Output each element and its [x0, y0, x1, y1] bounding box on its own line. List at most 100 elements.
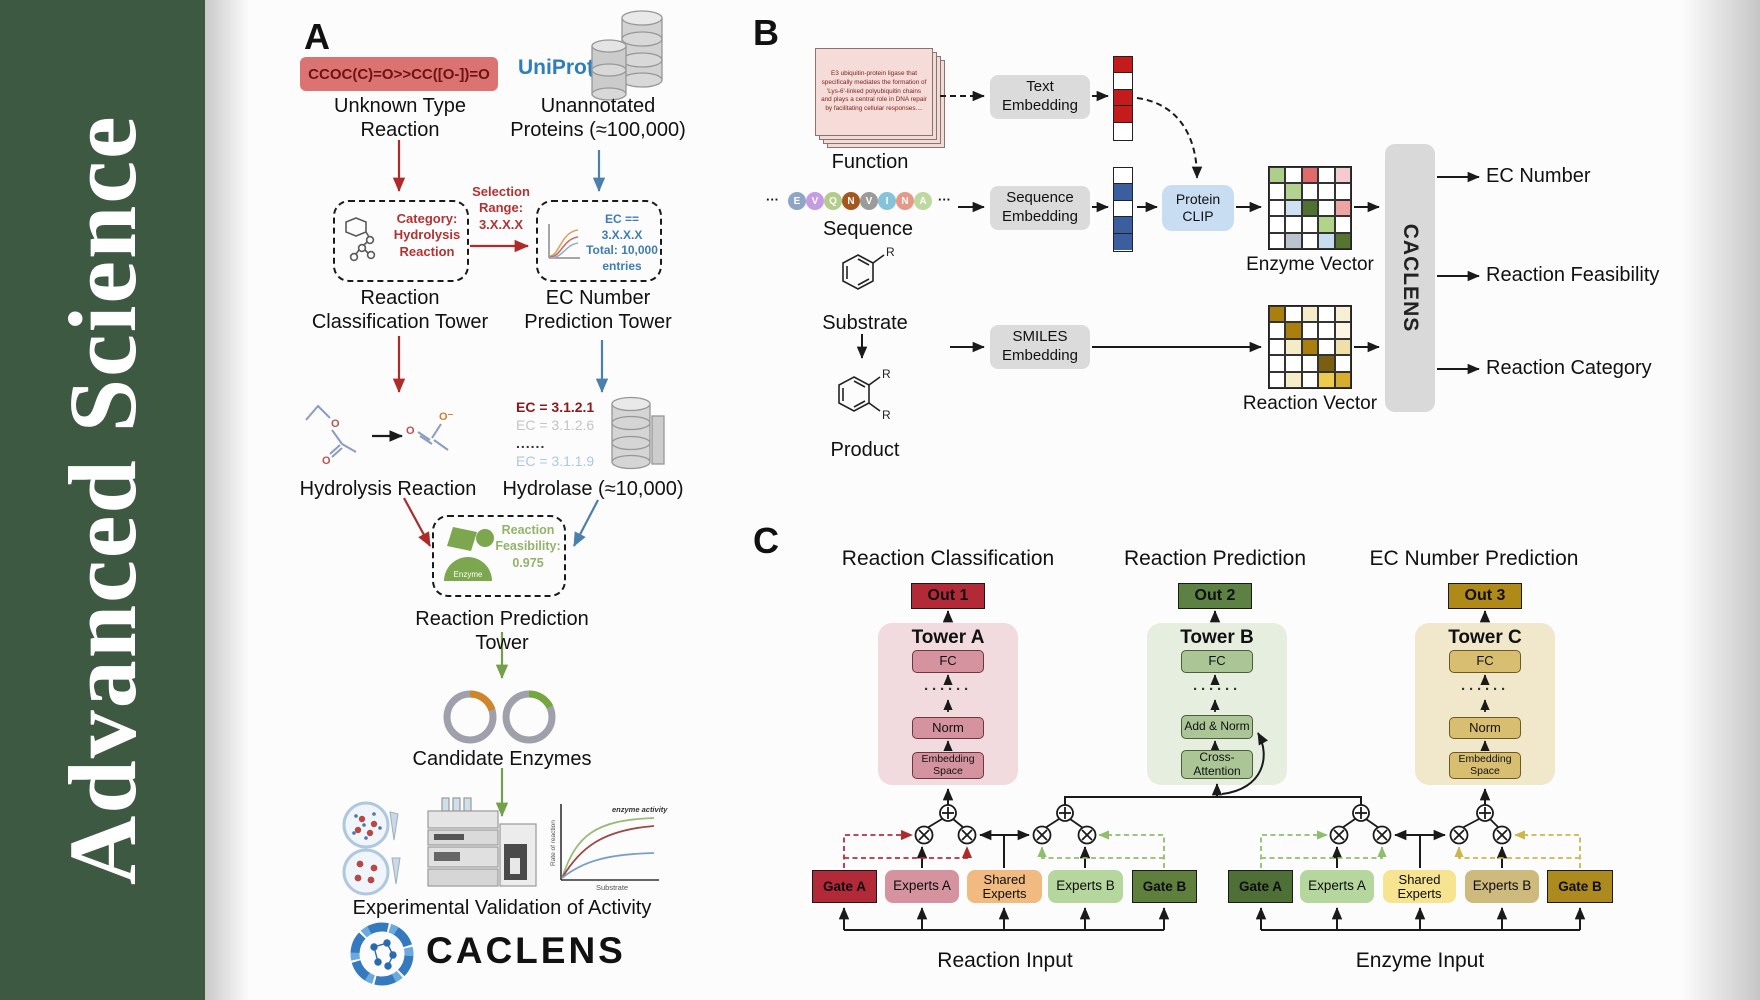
smiles-box: CCOC(C)=O>>CC([O-])=O [300, 57, 498, 91]
selection-range-label: Selection Range: 3.X.X.X [472, 184, 530, 232]
caclens-model-label: CACLENS [1385, 144, 1435, 412]
caclens-logo-icon [350, 922, 414, 986]
svg-text:O: O [331, 418, 340, 430]
sequence-label: Sequence [822, 218, 914, 240]
enzyme-vector-grid [1268, 166, 1352, 250]
journal-title: Advanced Science [49, 114, 156, 886]
activity-ylabel: Rate of reaction [550, 820, 557, 866]
out1-box: Out 1 [911, 583, 985, 609]
residue-circle: A [914, 192, 932, 210]
caclens-model-text: CACLENS [1399, 223, 1422, 333]
otimes-icon [1372, 825, 1392, 845]
vector-cell [1285, 322, 1302, 339]
enzyme-input-label: Enzyme Input [1355, 949, 1485, 972]
caclens-model-box [1385, 144, 1435, 412]
enzyme-badge-label: Enzyme [454, 570, 483, 579]
unannotated-label: Unannotated Proteins (≈100,000) [510, 95, 686, 142]
enzyme-shared-experts: Shared Experts [1383, 870, 1456, 903]
panel-b-label: B [753, 12, 779, 53]
out2-box: Out 2 [1178, 583, 1252, 609]
task-header-reaction-classification: Reaction Classification [841, 547, 1055, 570]
enzyme-gate-b: Gate B [1547, 870, 1613, 903]
tower-a-embedding-space: Embedding Space [912, 752, 984, 779]
vector-cell [1301, 183, 1319, 200]
petri-dish-icon [342, 801, 401, 896]
vector-cell [1301, 371, 1319, 388]
left-edge-fade [205, 0, 249, 1000]
product-label: Product [830, 439, 900, 461]
vector-cell [1285, 338, 1302, 356]
vector-cell [1318, 167, 1335, 184]
molecule-sketch-icon [345, 217, 376, 262]
ec-item: EC = 3.1.2.1 [516, 399, 595, 415]
r-group-label: R [882, 367, 891, 381]
reaction-vector-label: Reaction Vector [1242, 393, 1378, 414]
oplus-icon [1352, 804, 1370, 822]
feasibility-box [432, 515, 566, 597]
enzyme-vector-label: Enzyme Vector [1246, 254, 1374, 275]
activity-xlabel: Substrate [596, 883, 628, 892]
residue-circle: E [788, 192, 806, 210]
vector-cell [1285, 183, 1302, 200]
vector-cell [1318, 232, 1335, 249]
tower-c-dots: ······ [1461, 681, 1509, 698]
vector-cell [1334, 306, 1351, 323]
tower-b-fc: FC [1181, 650, 1253, 673]
function-label: Function [831, 151, 909, 173]
smiles-embedding-box: SMILES Embedding [990, 325, 1090, 369]
classification-tower-label: Reaction Classification Tower [311, 287, 489, 334]
tower-a-fc: FC [912, 650, 984, 673]
otimes-icon [1492, 825, 1512, 845]
output-reaction-category: Reaction Category [1486, 357, 1652, 379]
output-ec-number: EC Number [1486, 165, 1591, 187]
tower-c-title: Tower C [1448, 627, 1522, 648]
vector-cell [1269, 199, 1286, 217]
vector-cell [1269, 322, 1286, 339]
vector-cell [1114, 122, 1132, 139]
output-reaction-feasibility: Reaction Feasibility [1486, 264, 1660, 286]
tower-b-cross-attention: Cross- Attention [1181, 750, 1253, 779]
reaction-gate-b: Gate B [1132, 870, 1197, 903]
vector-cell [1301, 232, 1319, 249]
residue-circle: V [860, 192, 878, 210]
svg-text:O: O [322, 455, 331, 467]
sequence-ellipsis: ··· [938, 192, 951, 207]
otimes-icon [1449, 825, 1469, 845]
ec-filter-box [536, 200, 662, 282]
reaction-experts-b: Experts B [1048, 870, 1123, 903]
sequence-embedding-box: Sequence Embedding [990, 186, 1090, 230]
tower-c-fc: FC [1449, 650, 1521, 673]
vector-cell [1334, 199, 1351, 217]
vector-cell [1334, 216, 1351, 233]
text-embedding-box: Text Embedding [990, 75, 1090, 119]
vector-cell [1285, 232, 1302, 249]
vector-cell [1334, 322, 1351, 339]
tower-b-title: Tower B [1180, 627, 1254, 648]
plasmid-icons [443, 690, 556, 744]
vector-cell [1301, 167, 1319, 184]
mixture-operators [914, 804, 1512, 845]
unknown-type-label: Unknown Type Reaction [334, 95, 466, 142]
protein-clip-box: Protein CLIP [1162, 185, 1234, 231]
vector-cell [1269, 232, 1286, 249]
vector-cell [1301, 216, 1319, 233]
activity-annotation: enzyme activity [612, 805, 668, 814]
caclens-wordmark: CACLENS [426, 930, 626, 971]
validation-label: Experimental Validation of Activity [352, 897, 652, 919]
reaction-gate-a: Gate A [812, 870, 877, 903]
ec-filter-text: EC == 3.X.X.X Total: 10,000 entries [586, 212, 658, 273]
tower-c-norm: Norm [1449, 717, 1521, 739]
vector-cell [1334, 167, 1351, 184]
vector-cell [1318, 338, 1335, 356]
vector-cell [1301, 322, 1319, 339]
vector-cell [1318, 199, 1335, 217]
vector-cell [1114, 106, 1132, 123]
classification-result-box [333, 200, 469, 282]
reaction-vector-grid [1268, 305, 1352, 389]
tower-a-norm: Norm [912, 717, 984, 739]
vector-cell [1285, 216, 1302, 233]
vector-cell [1285, 167, 1302, 184]
tower-b-add-norm: Add & Norm [1181, 715, 1253, 739]
vector-cell [1318, 322, 1335, 339]
